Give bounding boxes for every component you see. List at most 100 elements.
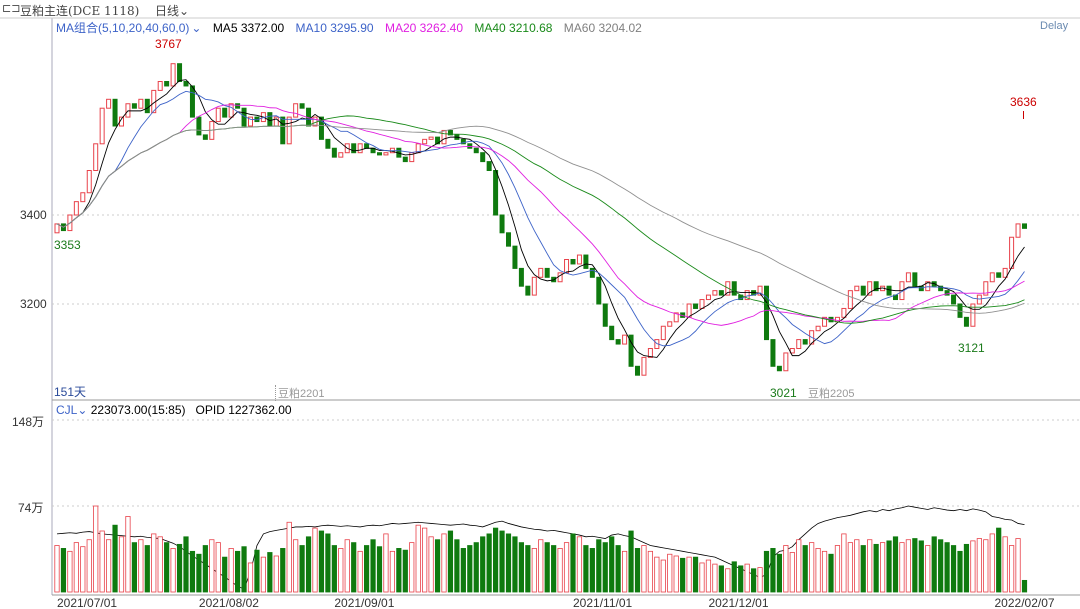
volume-bar bbox=[112, 524, 118, 593]
price-tick: 3200 bbox=[20, 297, 47, 311]
volume-bar bbox=[873, 543, 879, 593]
date-tick: 2021/11/01 bbox=[573, 596, 632, 609]
link-icon[interactable]: ⊏⊐ bbox=[2, 2, 21, 15]
ma20-value: MA20 3262.40 bbox=[384, 21, 464, 35]
volume-bar bbox=[725, 568, 731, 593]
volume-bar bbox=[544, 542, 550, 593]
volume-bar bbox=[783, 545, 789, 593]
days-count: 151天 bbox=[54, 385, 87, 399]
candle bbox=[447, 129, 453, 136]
candle bbox=[1015, 223, 1021, 238]
volume-bar bbox=[164, 542, 170, 593]
volume-bar bbox=[622, 550, 628, 593]
volume-bar bbox=[589, 548, 595, 593]
volume-bar bbox=[106, 539, 112, 593]
volume-bar bbox=[86, 539, 92, 593]
candle bbox=[422, 138, 428, 145]
candle bbox=[718, 290, 724, 296]
candle bbox=[293, 103, 299, 118]
volume-bar bbox=[80, 546, 86, 593]
candle bbox=[873, 281, 879, 292]
volume-bar bbox=[409, 542, 415, 593]
volume-bar bbox=[486, 533, 492, 593]
volume-bar bbox=[686, 556, 692, 593]
marker-tick bbox=[1023, 111, 1024, 119]
candle bbox=[557, 272, 563, 283]
volume-bar bbox=[886, 540, 892, 593]
ma5-line bbox=[56, 79, 1025, 358]
volume-bar bbox=[267, 552, 273, 593]
low-label: 3353 bbox=[54, 238, 81, 252]
candle bbox=[202, 134, 208, 140]
volume-bar bbox=[815, 548, 821, 593]
volume-bar bbox=[344, 539, 350, 593]
candle bbox=[796, 339, 802, 350]
candle bbox=[744, 290, 750, 301]
volume-bar bbox=[563, 542, 570, 593]
candle bbox=[473, 147, 479, 154]
volume-bar bbox=[363, 545, 370, 593]
volume-bar bbox=[770, 548, 776, 593]
candle bbox=[660, 325, 666, 341]
candle bbox=[822, 316, 828, 327]
volume-bar bbox=[325, 533, 331, 593]
volume-bar bbox=[125, 516, 131, 593]
volume-bar bbox=[222, 556, 228, 593]
volume-bar bbox=[286, 521, 292, 593]
candle bbox=[351, 143, 357, 154]
volume-bar bbox=[557, 548, 563, 593]
cjl-dropdown[interactable]: CJL bbox=[56, 403, 78, 417]
volume-bar bbox=[138, 539, 144, 593]
volume-bar bbox=[950, 545, 957, 593]
volume-bar bbox=[189, 550, 196, 593]
volume-bar bbox=[441, 533, 447, 593]
candle bbox=[783, 352, 789, 372]
candle bbox=[854, 285, 860, 292]
ma-combo-dropdown[interactable]: MA组合(5,10,20,40,60,0) bbox=[56, 21, 190, 35]
volume-bar bbox=[615, 545, 621, 593]
candle bbox=[183, 81, 189, 87]
candle bbox=[164, 81, 170, 87]
candle bbox=[1002, 267, 1008, 278]
period-dropdown[interactable]: 日线⌄ bbox=[155, 4, 190, 18]
candle bbox=[512, 245, 518, 269]
candle bbox=[641, 356, 647, 376]
date-tick: 2021/12/01 bbox=[708, 596, 768, 609]
candle bbox=[867, 281, 873, 296]
volume-bar bbox=[796, 539, 802, 593]
candle bbox=[912, 272, 918, 287]
volume-bar bbox=[892, 536, 899, 593]
ma40-line bbox=[56, 115, 1025, 324]
candle bbox=[673, 312, 679, 323]
volume-bar bbox=[67, 550, 73, 593]
volume-bar bbox=[480, 536, 486, 593]
volume-bar bbox=[176, 543, 183, 593]
volume-bar bbox=[60, 548, 67, 593]
candle bbox=[667, 321, 673, 327]
header: ⊏⊐ 豆粕主连(DCE 1118) 日线⌄ Delay bbox=[0, 0, 1080, 32]
volume-bar bbox=[99, 530, 105, 593]
delay-badge: Delay bbox=[1040, 20, 1069, 32]
volume-bar bbox=[963, 543, 970, 593]
volume-bar bbox=[331, 545, 337, 593]
high-label: 3767 bbox=[155, 37, 182, 51]
volume-bar bbox=[983, 539, 989, 593]
candle bbox=[196, 116, 202, 136]
volume-bar bbox=[473, 542, 479, 593]
marker-label: 3636 bbox=[1010, 95, 1037, 109]
candle bbox=[583, 254, 589, 269]
volume-bar bbox=[841, 533, 847, 593]
candle bbox=[944, 290, 950, 296]
candle bbox=[770, 339, 776, 367]
volume-bar bbox=[880, 542, 886, 593]
candle bbox=[441, 129, 447, 145]
candle bbox=[705, 294, 711, 301]
candle bbox=[235, 103, 241, 109]
volume-bar bbox=[170, 548, 176, 593]
volume-bar bbox=[596, 539, 602, 593]
symbol-title[interactable]: 豆粕主连(DCE 1118) bbox=[20, 4, 140, 18]
volume-bar bbox=[738, 565, 744, 593]
candle bbox=[609, 325, 615, 341]
volume-bar bbox=[583, 545, 589, 593]
